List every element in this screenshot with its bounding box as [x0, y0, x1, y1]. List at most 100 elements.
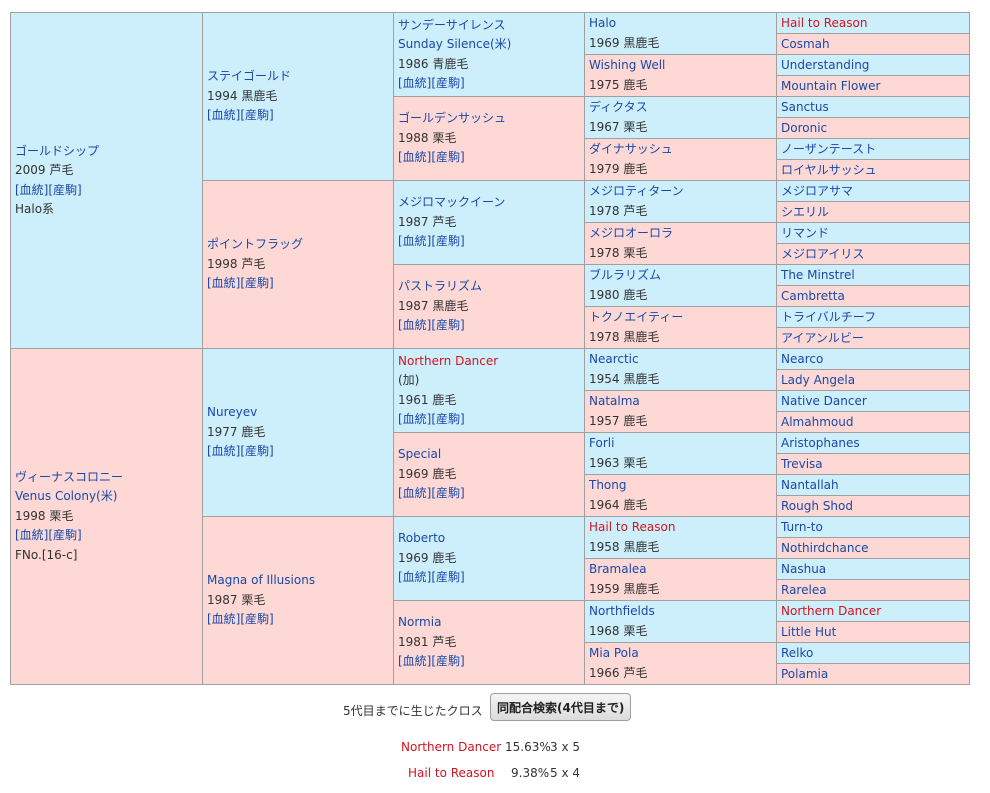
- horse-name-link[interactable]: メジロオーロラ: [589, 226, 674, 240]
- bloodline-link[interactable]: [血統]: [398, 654, 432, 669]
- bloodline-link[interactable]: [血統]: [398, 76, 432, 90]
- offspring-link[interactable]: [産駒]: [431, 654, 465, 669]
- horse-name-link[interactable]: Doronic: [781, 121, 828, 135]
- horse-name-link[interactable]: ディクタス: [589, 100, 648, 114]
- horse-name-link[interactable]: Nantallah: [781, 478, 839, 492]
- offspring-link[interactable]: [産駒]: [431, 234, 465, 249]
- horse-name-link[interactable]: ブルラリズム: [589, 268, 662, 282]
- horse-name-link[interactable]: トライバルチーフ: [781, 310, 877, 324]
- bloodline-link[interactable]: [血統]: [398, 318, 432, 333]
- horse-name-link[interactable]: Mountain Flower: [781, 79, 881, 93]
- horse-name-link[interactable]: Sanctus: [781, 100, 829, 114]
- bloodline-link[interactable]: [血統]: [398, 234, 432, 249]
- horse-name-link[interactable]: ゴールデンサッシュ: [398, 111, 507, 126]
- bloodline-link[interactable]: [血統]: [15, 528, 49, 543]
- pedigree-cell-gen4: Bramalea 1959 黒鹿毛: [585, 559, 777, 601]
- horse-name-link[interactable]: メジロティターン: [589, 184, 684, 198]
- horse-name-link[interactable]: Mia Pola: [589, 646, 639, 660]
- horse-name-link[interactable]: メジロマックイーン: [398, 195, 506, 210]
- horse-name-link[interactable]: Roberto: [398, 531, 446, 546]
- horse-name-link[interactable]: Turn-to: [781, 520, 823, 534]
- horse-name-link[interactable]: Cosmah: [781, 37, 830, 51]
- horse-name-link[interactable]: Native Dancer: [781, 394, 867, 408]
- horse-name-link[interactable]: ゴールドシップ: [15, 143, 100, 158]
- horse-name-link[interactable]: Magna of Illusions: [207, 573, 316, 588]
- horse-year-color: 1963 栗毛: [589, 455, 648, 470]
- offspring-link[interactable]: [産駒]: [48, 528, 82, 543]
- offspring-link[interactable]: [産駒]: [431, 570, 465, 585]
- offspring-link[interactable]: [産駒]: [431, 318, 465, 333]
- offspring-link[interactable]: [産駒]: [240, 108, 274, 123]
- horse-name-link[interactable]: Almahmoud: [781, 415, 854, 429]
- horse-name-link[interactable]: Little Hut: [781, 625, 837, 639]
- horse-name-link[interactable]: Nothirdchance: [781, 541, 869, 555]
- horse-name-link[interactable]: Bramalea: [589, 562, 647, 576]
- horse-name-link[interactable]: ポイントフラッグ: [207, 237, 304, 252]
- horse-name-link[interactable]: Nearco: [781, 352, 824, 366]
- horse-name-link[interactable]: Northern Dancer: [781, 604, 882, 618]
- horse-name-link[interactable]: Lady Angela: [781, 373, 856, 387]
- horse-name-link[interactable]: ノーザンテースト: [781, 142, 877, 156]
- horse-name-link[interactable]: Polamia: [781, 667, 829, 681]
- horse-name-link[interactable]: リマンド: [781, 226, 830, 240]
- horse-name-link[interactable]: The Minstrel: [781, 268, 855, 282]
- bloodline-link[interactable]: [血統]: [207, 444, 241, 459]
- pedigree-cell-gen4: ディクタス 1967 栗毛: [585, 97, 777, 139]
- horse-name-link[interactable]: Hail to Reason: [781, 16, 868, 30]
- offspring-link[interactable]: [産駒]: [240, 444, 274, 459]
- horse-name-link[interactable]: Hail to Reason: [589, 520, 676, 534]
- pedigree-cell-gen5: Aristophanes: [777, 433, 970, 454]
- horse-name-link[interactable]: Special: [398, 447, 442, 462]
- horse-name-link[interactable]: Cambretta: [781, 289, 845, 303]
- offspring-link[interactable]: [産駒]: [431, 150, 465, 165]
- horse-name-link[interactable]: ロイヤルサッシュ: [781, 163, 877, 177]
- horse-name-link[interactable]: メジロアイリス: [781, 247, 865, 261]
- horse-name-link[interactable]: Nearctic: [589, 352, 639, 366]
- horse-name-link[interactable]: Rarelea: [781, 583, 827, 597]
- bloodline-link[interactable]: [血統]: [398, 570, 432, 585]
- bloodline-link[interactable]: [血統]: [207, 276, 241, 291]
- horse-name-link[interactable]: サンデーサイレンス: [398, 17, 506, 32]
- cross-horse-name[interactable]: Hail to Reason: [408, 766, 495, 780]
- horse-name-link[interactable]: Aristophanes: [781, 436, 860, 450]
- horse-name-link[interactable]: Rough Shod: [781, 499, 853, 513]
- cross-percent: 9.38%: [511, 766, 550, 780]
- horse-name-link[interactable]: Relko: [781, 646, 814, 660]
- horse-name-link[interactable]: ヴィーナスコロニー: [15, 469, 124, 484]
- offspring-link[interactable]: [産駒]: [431, 76, 465, 90]
- cross-horse-name[interactable]: Northern Dancer: [401, 740, 502, 754]
- horse-name-link[interactable]: トクノエイティー: [589, 310, 684, 324]
- horse-name-link[interactable]: ダイナサッシュ: [589, 142, 673, 156]
- pedigree-cell-gen2: ポイントフラッグ 1998 芦毛 [血統][産駒]: [203, 181, 394, 349]
- bloodline-link[interactable]: [血統]: [15, 182, 49, 197]
- horse-name-link[interactable]: Wishing Well: [589, 58, 666, 72]
- horse-name-link[interactable]: Natalma: [589, 394, 640, 408]
- horse-name-link[interactable]: Forli: [589, 436, 615, 450]
- offspring-link[interactable]: [産駒]: [431, 412, 465, 426]
- horse-name-link[interactable]: Understanding: [781, 58, 870, 72]
- horse-name-link[interactable]: メジロアサマ: [781, 184, 854, 198]
- same-mating-search-button[interactable]: 同配合検索(4代目まで): [490, 693, 632, 721]
- horse-name-link[interactable]: Normia: [398, 615, 442, 630]
- bloodline-link[interactable]: [血統]: [398, 412, 432, 426]
- pedigree-cell-gen5: トライバルチーフ: [777, 307, 970, 328]
- horse-name-link[interactable]: Nureyev: [207, 405, 258, 420]
- horse-name-link[interactable]: Thong: [589, 478, 627, 492]
- horse-name-link[interactable]: シエリル: [781, 205, 830, 219]
- horse-name-link[interactable]: Nashua: [781, 562, 827, 576]
- offspring-link[interactable]: [産駒]: [48, 182, 82, 197]
- horse-name-link[interactable]: Northfields: [589, 604, 655, 618]
- offspring-link[interactable]: [産駒]: [240, 276, 274, 291]
- horse-name-link[interactable]: Northern Dancer: [398, 353, 499, 368]
- horse-name-link[interactable]: Trevisa: [781, 457, 823, 471]
- horse-name-link[interactable]: アイアンルビー: [781, 331, 864, 345]
- bloodline-link[interactable]: [血統]: [398, 150, 432, 165]
- offspring-link[interactable]: [産駒]: [431, 486, 465, 501]
- horse-name-link[interactable]: ステイゴールド: [207, 69, 292, 84]
- bloodline-link[interactable]: [血統]: [207, 108, 241, 123]
- bloodline-link[interactable]: [血統]: [207, 612, 241, 627]
- offspring-link[interactable]: [産駒]: [240, 612, 274, 627]
- horse-name-link[interactable]: パストラリズム: [398, 279, 483, 294]
- horse-name-link[interactable]: Halo: [589, 16, 617, 30]
- bloodline-link[interactable]: [血統]: [398, 486, 432, 501]
